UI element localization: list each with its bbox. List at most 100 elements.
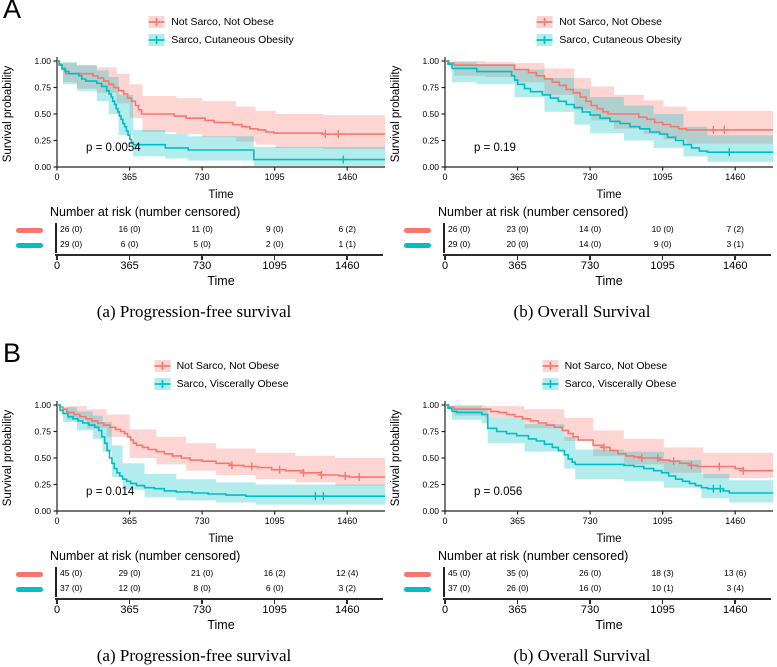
risk-axis-label: 1095 xyxy=(262,604,287,616)
y-tick-label: 1.00 xyxy=(422,400,439,410)
y-axis-title: Survival probability xyxy=(390,65,402,162)
chart-block: Not Sarco, Not Obese Sarco, Viscerally Ob… xyxy=(0,346,388,666)
risk-table: 45 (0) 29 (0) 21 (0) 16 (2) 12 (4) 37 (0) 12 (… xyxy=(0,567,388,597)
p-value-label: p = 0.014 xyxy=(86,486,135,498)
x-tick-label: 0 xyxy=(442,172,447,182)
risk-axis-tick xyxy=(516,600,519,604)
risk-cell: 11 (0) xyxy=(191,224,213,234)
risk-cell: 14 (0) xyxy=(579,224,602,234)
charts-row: Not Sarco, Not Obese Sarco, Cutaneous Obe… xyxy=(0,2,777,322)
x-tick-label: 1460 xyxy=(337,172,357,182)
risk-axis-tick xyxy=(56,256,58,260)
p-value-label: p = 0.19 xyxy=(474,142,516,154)
y-tick-label: 0.75 xyxy=(34,427,51,437)
y-tick-label: 0.50 xyxy=(422,109,439,119)
legend-key-icon xyxy=(154,377,171,390)
legend: Not Sarco, Not Obese Sarco, Cutaneous Obe… xyxy=(445,14,773,47)
risk-axis-label: 730 xyxy=(580,604,600,616)
legend: Not Sarco, Not Obese Sarco, Viscerally Ob… xyxy=(57,358,385,391)
x-tick-label: 730 xyxy=(583,516,598,526)
risk-cell: 6 (2) xyxy=(338,224,356,234)
chart-caption: (a) Progression-free survival xyxy=(96,646,292,665)
risk-cell: 35 (0) xyxy=(506,568,529,578)
risk-cell: 1 (1) xyxy=(338,239,356,249)
risk-axis-label: 365 xyxy=(508,260,527,272)
legend-key-icon xyxy=(536,15,553,28)
chart-caption: (b) Overall Survival xyxy=(513,646,651,665)
risk-cell: 16 (0) xyxy=(579,583,602,593)
chart-caption: (b) Overall Survival xyxy=(513,302,651,321)
risk-row-swatch xyxy=(404,572,431,577)
chart-caption: (a) Progression-free survival xyxy=(96,302,292,321)
risk-axis-tick xyxy=(589,600,591,604)
risk-row-swatch xyxy=(16,228,43,233)
y-tick-label: 0.25 xyxy=(34,480,51,490)
x-axis-title: Time xyxy=(596,189,621,201)
legend-key-icon xyxy=(154,359,171,372)
risk-axis-tick xyxy=(661,600,664,604)
risk-axis-tick xyxy=(201,600,203,604)
risk-axis: 0 365 730 1095 1460 Time xyxy=(0,598,388,642)
risk-table-divider xyxy=(55,567,57,597)
risk-cell: 29 (0) xyxy=(448,239,471,249)
risk-table-row: 45 (0) 35 (0) 26 (0) 18 (3) 13 (6) xyxy=(388,567,776,582)
legend-key-icon xyxy=(148,33,165,46)
x-tick-label: 730 xyxy=(195,172,210,182)
y-tick-label: 0.75 xyxy=(34,83,51,93)
p-value-label: p = 0.0054 xyxy=(86,142,141,154)
survival-curve xyxy=(57,60,385,161)
risk-table-row: 26 (0) 16 (0) 11 (0) 9 (0) 6 (2) xyxy=(0,223,388,238)
risk-axis-label: 1095 xyxy=(650,604,675,616)
survival-curve xyxy=(57,404,385,478)
risk-cell: 3 (1) xyxy=(726,239,744,249)
risk-axis-label: 1460 xyxy=(334,604,360,616)
panel-label: B xyxy=(3,338,22,368)
risk-axis-tick xyxy=(128,600,131,604)
risk-table-header: Number at risk (number censored) xyxy=(50,205,241,219)
x-tick-label: 1095 xyxy=(265,172,285,182)
risk-table-divider xyxy=(55,223,57,253)
p-value-label: p = 0.056 xyxy=(474,486,522,498)
risk-axis-label: 1460 xyxy=(722,260,748,272)
x-tick-label: 1460 xyxy=(725,172,745,182)
confidence-band xyxy=(57,61,385,149)
survival-curve xyxy=(445,404,773,494)
charts-row: Not Sarco, Not Obese Sarco, Viscerally Ob… xyxy=(0,346,777,666)
survival-curve xyxy=(445,60,773,131)
legend-item: Sarco, Cutaneous Obesity xyxy=(536,32,682,47)
risk-cell: 3 (2) xyxy=(338,583,356,593)
risk-axis-label: 365 xyxy=(120,260,139,272)
legend-item-label: Not Sarco, Not Obese xyxy=(564,359,668,372)
legend-item-label: Not Sarco, Not Obese xyxy=(171,15,274,28)
legend-item: Not Sarco, Not Obese xyxy=(148,14,274,29)
risk-table: 26 (0) 23 (0) 14 (0) 10 (0) 7 (2) 29 (0) 20 (0… xyxy=(388,223,776,253)
chart-block: Not Sarco, Not Obese Sarco, Viscerally Ob… xyxy=(388,346,776,666)
risk-axis-tick xyxy=(734,256,736,260)
panel-label: A xyxy=(3,0,22,24)
x-tick-label: 0 xyxy=(442,516,447,526)
risk-table-row: 29 (0) 6 (0) 5 (0) 2 (0) 1 (1) xyxy=(0,238,388,253)
risk-row-swatch xyxy=(16,243,43,248)
legend-key-icon xyxy=(536,33,553,46)
risk-row-swatch xyxy=(16,587,43,592)
risk-table-divider xyxy=(443,567,445,597)
risk-axis-line xyxy=(55,598,383,600)
risk-cell: 20 (0) xyxy=(506,239,529,249)
y-tick-label: 0.00 xyxy=(34,162,51,172)
y-tick-label: 0.00 xyxy=(422,162,439,172)
risk-cell: 10 (1) xyxy=(651,583,674,593)
risk-axis-line xyxy=(443,254,771,256)
risk-table-row: 45 (0) 29 (0) 21 (0) 16 (2) 12 (4) xyxy=(0,567,388,582)
risk-axis-tick xyxy=(273,256,276,260)
risk-table-header: Number at risk (number censored) xyxy=(438,549,629,563)
risk-axis-tick xyxy=(516,256,519,260)
risk-axis-label: 365 xyxy=(120,604,139,616)
risk-cell: 26 (0) xyxy=(506,583,529,593)
risk-cell: 9 (0) xyxy=(265,224,284,234)
x-tick-label: 730 xyxy=(583,172,598,182)
risk-axis-tick xyxy=(273,600,276,604)
risk-row-swatch xyxy=(404,587,431,592)
y-tick-label: 0.50 xyxy=(34,109,51,119)
risk-axis-label: 1095 xyxy=(650,260,675,272)
risk-cell: 23 (0) xyxy=(506,224,529,234)
